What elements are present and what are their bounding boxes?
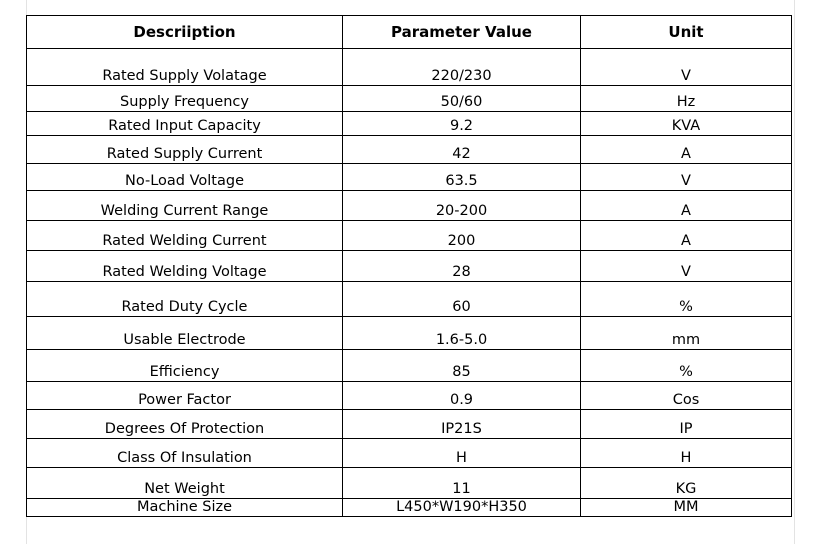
cell-unit: mm bbox=[580, 316, 792, 350]
cell-unit: Hz bbox=[580, 85, 792, 112]
cell-description: Supply Frequency bbox=[26, 85, 343, 112]
table-row: No-Load Voltage 63.5 V bbox=[26, 163, 792, 191]
cell-parameter-value: 42 bbox=[342, 135, 581, 164]
cell-parameter-value: 9.2 bbox=[342, 111, 581, 136]
cell-unit: V bbox=[580, 48, 792, 86]
cell-unit: KVA bbox=[580, 111, 792, 136]
table-row: Efficiency 85% bbox=[26, 349, 792, 382]
cell-unit: V bbox=[580, 163, 792, 191]
cell-parameter-value: 63.5 bbox=[342, 163, 581, 191]
cell-description: Machine Size bbox=[26, 498, 343, 517]
cell-parameter-value: 28 bbox=[342, 250, 581, 282]
cell-unit: A bbox=[580, 135, 792, 164]
page-frame-right-line bbox=[794, 0, 795, 544]
cell-unit: MM bbox=[580, 498, 792, 517]
table-row: Rated Input Capacity 9.2 KVA bbox=[26, 111, 792, 136]
cell-unit: V bbox=[580, 250, 792, 282]
table-body: Rated Supply Volatage 220/230 V Supply Freq… bbox=[26, 48, 792, 517]
cell-unit: Cos bbox=[580, 381, 792, 410]
table-header-row: Descriiption Parameter Value Unit bbox=[26, 15, 792, 49]
cell-parameter-value: IP21S bbox=[342, 409, 581, 439]
table-row: Rated Supply Volatage 220/230 V bbox=[26, 48, 792, 86]
cell-unit: KG bbox=[580, 467, 792, 499]
cell-parameter-value: 1.6-5.0 bbox=[342, 316, 581, 350]
table-row: Rated Duty Cycle 60% bbox=[26, 281, 792, 317]
cell-unit: A bbox=[580, 220, 792, 251]
cell-parameter-value: 60 bbox=[342, 281, 581, 317]
table-row: Rated Welding Voltage 28 V bbox=[26, 250, 792, 282]
cell-parameter-value: 50/60 bbox=[342, 85, 581, 112]
cell-description: Class Of Insulation bbox=[26, 438, 343, 468]
table-row: Supply Frequency 50/60 Hz bbox=[26, 85, 792, 112]
cell-parameter-value: 0.9 bbox=[342, 381, 581, 410]
table-row: Usable Electrode 1.6-5.0 mm bbox=[26, 316, 792, 350]
cell-description: No-Load Voltage bbox=[26, 163, 343, 191]
header-description: Descriiption bbox=[26, 15, 343, 49]
cell-description: Power Factor bbox=[26, 381, 343, 410]
cell-parameter-value: L450*W190*H350 bbox=[342, 498, 581, 517]
cell-description: Efficiency bbox=[26, 349, 343, 382]
table-row: Power Factor 0.9 Cos bbox=[26, 381, 792, 410]
cell-description: Rated Duty Cycle bbox=[26, 281, 343, 317]
cell-unit: % bbox=[580, 281, 792, 317]
cell-unit: A bbox=[580, 190, 792, 221]
cell-parameter-value: 220/230 bbox=[342, 48, 581, 86]
cell-unit: % bbox=[580, 349, 792, 382]
table-row: Net Weight 11 KG bbox=[26, 467, 792, 499]
cell-description: Rated Supply Current bbox=[26, 135, 343, 164]
table-row: Welding Current Range 20-200 A bbox=[26, 190, 792, 221]
spec-table: Descriiption Parameter Value Unit Rated … bbox=[26, 15, 792, 517]
cell-description: Rated Welding Voltage bbox=[26, 250, 343, 282]
cell-parameter-value: 11 bbox=[342, 467, 581, 499]
cell-parameter-value: 20-200 bbox=[342, 190, 581, 221]
cell-parameter-value: H bbox=[342, 438, 581, 468]
table-row: Machine Size L450*W190*H350 MM bbox=[26, 498, 792, 517]
header-parameter-value: Parameter Value bbox=[342, 15, 581, 49]
cell-description: Usable Electrode bbox=[26, 316, 343, 350]
table-row: Rated Supply Current 42 A bbox=[26, 135, 792, 164]
cell-unit: IP bbox=[580, 409, 792, 439]
cell-description: Rated Input Capacity bbox=[26, 111, 343, 136]
cell-description: Rated Supply Volatage bbox=[26, 48, 343, 86]
table-row: Class Of Insulation H H bbox=[26, 438, 792, 468]
header-unit: Unit bbox=[580, 15, 792, 49]
table-row: Degrees Of Protection IP21S IP bbox=[26, 409, 792, 439]
cell-unit: H bbox=[580, 438, 792, 468]
cell-description: Welding Current Range bbox=[26, 190, 343, 221]
cell-description: Degrees Of Protection bbox=[26, 409, 343, 439]
cell-parameter-value: 200 bbox=[342, 220, 581, 251]
cell-description: Net Weight bbox=[26, 467, 343, 499]
table-row: Rated Welding Current 200 A bbox=[26, 220, 792, 251]
cell-description: Rated Welding Current bbox=[26, 220, 343, 251]
cell-parameter-value: 85 bbox=[342, 349, 581, 382]
